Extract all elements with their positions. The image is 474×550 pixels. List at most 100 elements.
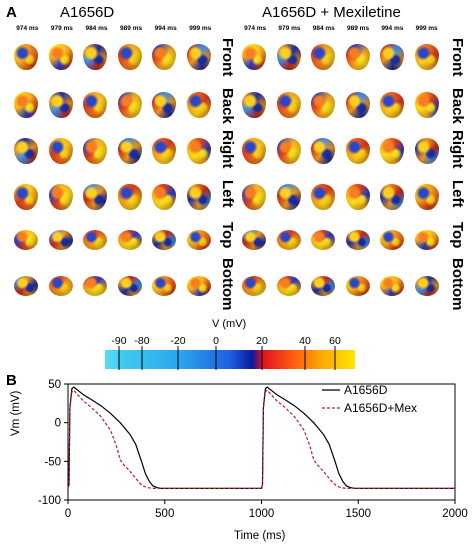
heart-rendering <box>152 230 176 250</box>
x-tick-label: 2000 <box>442 508 468 520</box>
heart-rendering <box>117 138 142 164</box>
heart-rendering <box>276 92 301 118</box>
view-label-front-right: Front <box>449 38 466 77</box>
heart-rendering <box>311 230 335 250</box>
timepoint-label: 994 ms <box>381 25 404 32</box>
colorbar-tick: -90 <box>111 335 127 347</box>
heart-grid-mexiletine <box>238 38 448 320</box>
view-label-front-left: Front <box>219 38 236 77</box>
view-label-top-left: Top <box>219 222 236 249</box>
series-line-a1656d-mex <box>67 389 455 489</box>
view-label-bottom-left: Bottom <box>219 258 236 311</box>
heart-rendering <box>345 138 370 164</box>
x-tick-label: 0 <box>65 508 71 520</box>
y-tick-label: -50 <box>44 456 61 468</box>
heart-rendering <box>14 230 38 250</box>
heart-rendering <box>242 92 266 118</box>
heart-rendering <box>152 276 176 296</box>
colorbar-tick: 20 <box>256 335 268 347</box>
heart-rendering <box>152 44 176 70</box>
heart-rendering <box>117 44 142 70</box>
colorbar-tick: -80 <box>134 335 150 347</box>
right-timepoints: 974 ms 979 ms 984 ms 989 ms 994 ms 999 m… <box>238 25 444 32</box>
heart-rendering <box>276 230 301 250</box>
heart-rendering <box>48 44 73 70</box>
heart-rendering <box>152 92 176 118</box>
heart-rendering <box>152 184 176 210</box>
x-tick-label: 1000 <box>249 508 275 520</box>
heart-rendering <box>242 44 266 70</box>
heart-rendering <box>276 138 301 164</box>
heart-rendering <box>186 230 211 250</box>
timepoint-label: 974 ms <box>16 25 39 32</box>
heart-rendering <box>345 230 370 250</box>
heart-rendering <box>186 184 211 210</box>
heart-rendering <box>380 230 404 250</box>
heart-rendering <box>186 138 211 164</box>
colorbar-label: V (mV) <box>212 318 247 330</box>
heart-rendering <box>117 230 142 250</box>
legend-entry: A1656D <box>344 383 388 397</box>
heart-rendering <box>414 138 439 164</box>
y-tick-label: 50 <box>48 379 61 391</box>
series-line-a1656d <box>67 386 455 489</box>
heart-rendering <box>48 230 73 250</box>
heart-rendering <box>186 44 211 70</box>
heart-rendering <box>345 44 370 70</box>
panel-b-letter: B <box>6 372 17 389</box>
timepoint-label: 994 ms <box>154 25 177 32</box>
heart-rendering <box>14 44 38 70</box>
heart-rendering <box>276 44 301 70</box>
heart-rendering <box>14 138 38 164</box>
heart-rendering <box>414 184 439 210</box>
heart-rendering <box>380 44 404 70</box>
view-label-right-right: Right <box>449 130 466 169</box>
heart-rendering <box>276 276 301 296</box>
view-label-top-right: Top <box>449 222 466 249</box>
y-tick-label: -100 <box>38 495 61 507</box>
panel-a-letter: A <box>6 4 17 21</box>
left-condition-title: A1656D <box>60 4 115 21</box>
heart-rendering <box>14 184 38 210</box>
heart-rendering <box>242 276 266 296</box>
heart-rendering <box>380 92 404 118</box>
heart-rendering <box>311 92 335 118</box>
colorbar-tick: 60 <box>329 335 341 347</box>
timepoint-label: 984 ms <box>85 25 108 32</box>
heart-rendering <box>311 44 335 70</box>
heart-rendering <box>186 92 211 118</box>
legend-entry: A1656D+Mex <box>344 401 417 415</box>
timepoint-label: 999 ms <box>189 25 212 32</box>
colorbar-tick-row: -90 -80 -20 0 20 40 60 <box>105 335 357 347</box>
colorbar-tick: -20 <box>170 335 186 347</box>
view-label-left-left: Left <box>219 180 236 208</box>
heart-rendering <box>242 230 266 250</box>
heart-rendering <box>414 276 439 296</box>
left-timepoints: 974 ms 979 ms 984 ms 989 ms 994 ms 999 m… <box>10 25 218 32</box>
right-condition-title: A1656D + Mexiletine <box>262 4 401 21</box>
view-label-left-right: Left <box>449 180 466 208</box>
heart-rendering <box>276 184 301 210</box>
x-tick-label: 1500 <box>345 508 371 520</box>
x-axis-label: Time (ms) <box>234 530 286 542</box>
heart-rendering <box>311 276 335 296</box>
timepoint-label: 989 ms <box>347 25 370 32</box>
heart-rendering <box>83 184 107 210</box>
heart-rendering <box>117 184 142 210</box>
timepoint-label: 979 ms <box>278 25 301 32</box>
timepoint-label: 974 ms <box>244 25 267 32</box>
heart-rendering <box>83 44 107 70</box>
heart-rendering <box>345 184 370 210</box>
heart-rendering <box>83 138 107 164</box>
heart-rendering <box>311 184 335 210</box>
heart-rendering <box>380 276 404 296</box>
x-tick-label: 500 <box>155 508 174 520</box>
heart-rendering <box>186 276 211 296</box>
colorbar-gradient <box>105 350 355 369</box>
heart-rendering <box>414 230 439 250</box>
heart-rendering <box>48 92 73 118</box>
y-axis-label: Vm (mV) <box>10 390 22 436</box>
heart-rendering <box>380 184 404 210</box>
heart-rendering <box>152 138 176 164</box>
heart-rendering <box>117 276 142 296</box>
